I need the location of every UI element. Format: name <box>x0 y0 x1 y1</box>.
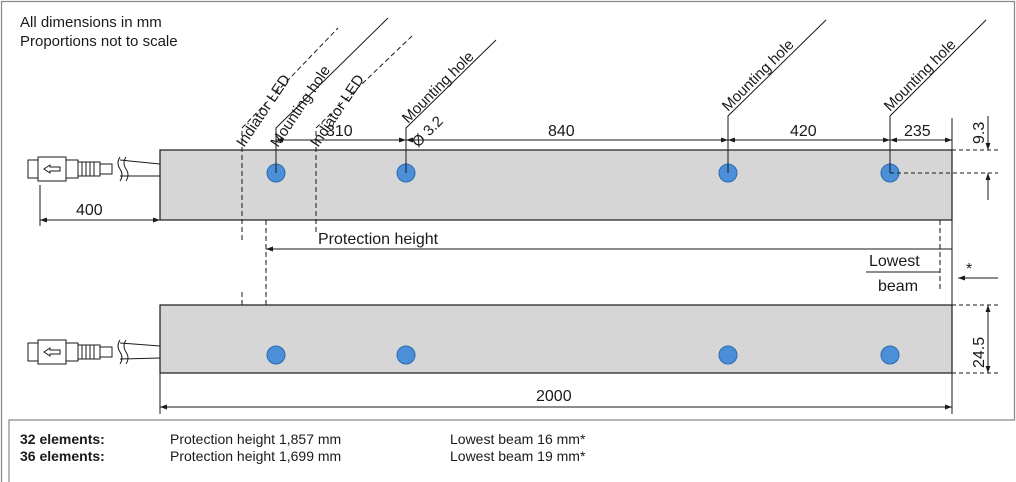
variant-protection-height: Protection height 1,857 mm <box>170 431 342 447</box>
bottom-connector-icon <box>27 339 161 365</box>
label-protection-height: Protection height <box>318 231 439 248</box>
label-asterisk: * <box>966 261 972 278</box>
dim-cable-length: 400 <box>76 202 103 219</box>
variant-protection-height: Protection height 1,699 mm <box>170 448 342 464</box>
dim-profile-height: 24.5 <box>971 337 988 368</box>
variant-lowest-beam: Lowest beam 16 mm* <box>450 431 586 447</box>
dim-hole-spacing-3: 420 <box>790 123 817 140</box>
leader-mounting-hole-4 <box>889 19 987 173</box>
variant-lowest-beam: Lowest beam 19 mm* <box>450 448 586 464</box>
label-lowest-beam-1: Lowest <box>869 253 920 270</box>
variant-row: 32 elements: Protection height 1,857 mm … <box>20 431 585 448</box>
label-mounting-hole-3: Mounting hole <box>719 36 798 115</box>
variant-label: 36 elements: <box>20 448 105 464</box>
variant-row: 36 elements: Protection height 1,699 mm … <box>20 448 585 465</box>
dim-total-length: 2000 <box>536 388 572 405</box>
bottom-profile-bar <box>159 304 953 374</box>
dim-end-offset: 235 <box>904 123 931 140</box>
note-proportions: Proportions not to scale <box>20 33 178 50</box>
variant-label: 32 elements: <box>20 431 105 447</box>
bottom-mounting-hole-4 <box>880 345 900 365</box>
top-profile-bar <box>159 149 953 221</box>
bottom-mounting-hole-2 <box>396 345 416 365</box>
label-mounting-hole-4: Mounting hole <box>881 36 960 115</box>
dim-hole-spacing-2: 840 <box>548 123 575 140</box>
dim-hole-spacing-1: 310 <box>326 123 353 140</box>
leader-mounting-hole-2 <box>405 39 497 173</box>
bottom-mounting-hole-3 <box>718 345 738 365</box>
label-lowest-beam-2: beam <box>878 278 918 295</box>
variant-legend: 32 elements: Protection height 1,857 mm … <box>20 431 585 465</box>
top-connector-icon <box>27 156 161 182</box>
note-dimensions-unit: All dimensions in mm <box>20 14 162 31</box>
dim-hole-vertical-offset: 9.3 <box>971 122 988 144</box>
leader-indicator-led-1 <box>241 27 339 240</box>
leader-mounting-hole-3 <box>727 19 827 173</box>
bottom-mounting-hole-1 <box>266 345 286 365</box>
label-mounting-hole-2: Mounting hole <box>399 48 478 127</box>
leader-mounting-hole-1 <box>275 17 389 173</box>
